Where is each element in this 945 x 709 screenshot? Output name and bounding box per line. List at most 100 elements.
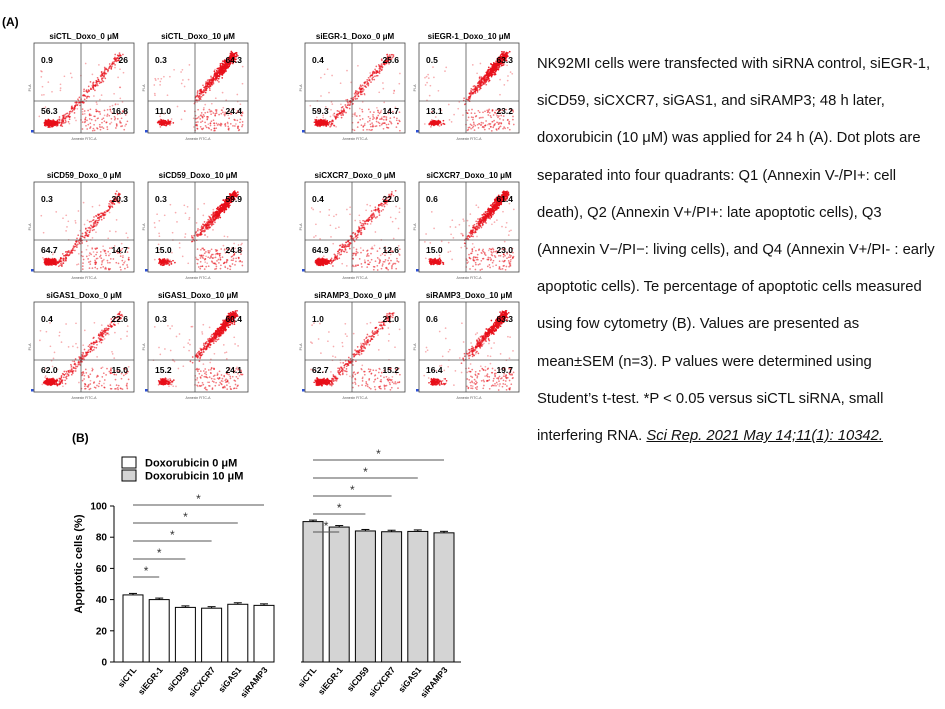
axis-label-y: PI-A	[299, 223, 303, 230]
quadrant-value: 20.3	[111, 194, 128, 204]
significance-star: *	[196, 492, 201, 506]
dot-plot: siEGR-1_Doxo_0 μM 0.4 25.6 59.3 14.7 Annexin …	[299, 32, 406, 141]
caption-text: NK92MI cells were transfected with siRNA…	[537, 56, 935, 445]
x-tick-label: siCXCR7	[186, 665, 217, 699]
axis-label-x: Annexin FITC-A	[186, 137, 212, 141]
y-tick-label: 100	[90, 502, 107, 513]
quadrant-value: 63.3	[496, 55, 513, 65]
x-tick-label: siGAS1	[396, 665, 423, 695]
axis-label-y: PI-A	[142, 223, 146, 230]
dot-cloud	[153, 50, 244, 132]
x-tick-label: siCD59	[165, 665, 191, 694]
x-tick-label: siEGR-1	[136, 665, 165, 697]
quadrant-value: 0.4	[312, 194, 324, 204]
x-tick-label: siRAMP3	[238, 665, 270, 700]
dot-cloud	[38, 52, 129, 132]
axis-label-y: PI-A	[28, 84, 32, 91]
x-tick-label: siRAMP3	[418, 665, 450, 700]
dot-cloud	[423, 50, 515, 132]
panel-b-label: (B)	[72, 431, 89, 445]
dot-plot-title: siCTL_Doxo_0 μM	[49, 32, 119, 41]
legend-label-0: Doxorubicin 0 μM	[145, 458, 237, 470]
bar	[122, 594, 144, 663]
dot-plot-title: siCD59_Doxo_0 μM	[47, 171, 122, 180]
bar	[253, 604, 275, 663]
dot-plot-title: siRAMP3_Doxo_0 μM	[314, 291, 396, 300]
bar	[227, 603, 249, 663]
dot-plot: siEGR-1_Doxo_10 μM 0.5 63.3 13.1 23.2 Annexin…	[413, 32, 520, 141]
gate-marker	[145, 269, 148, 272]
quadrant-value: 59.3	[312, 106, 329, 116]
bar	[407, 530, 429, 663]
quadrant-value: 0.4	[41, 314, 53, 324]
quadrant-value: 0.3	[155, 55, 167, 65]
quadrant-value: 1.0	[312, 314, 324, 324]
quadrant-value: 0.3	[155, 314, 167, 324]
quadrant-value: 24.4	[225, 106, 242, 116]
gate-marker	[302, 130, 305, 133]
axis-label-x: Annexin FITC-A	[72, 396, 98, 400]
axis-label-x: Annexin FITC-A	[343, 137, 369, 141]
citation-link[interactable]: Sci Rep. 2021 May 14;11(1): 10342.	[646, 428, 883, 445]
x-tick-label: siCXCR7	[366, 665, 397, 699]
quadrant-value: 64.7	[41, 245, 58, 255]
quadrant-value: 16.4	[426, 365, 443, 375]
quadrant-value: 59.9	[225, 194, 242, 204]
quadrant-value: 0.9	[41, 55, 53, 65]
dot-plot: siGAS1_Doxo_0 μM 0.4 22.6 62.0 15.0 Annexin F…	[28, 291, 135, 400]
dot-cloud	[310, 312, 401, 391]
gate-marker	[31, 130, 34, 133]
axis-label-y: PI-A	[28, 343, 32, 350]
dot-cloud	[40, 190, 130, 271]
bar	[302, 521, 324, 663]
dot-plot: siCTL_Doxo_10 μM 0.3 64.3 11.0 24.4 Annexin F…	[142, 32, 249, 141]
bar	[174, 606, 196, 663]
quadrant-value: 0.5	[426, 55, 438, 65]
legend-swatch-1	[121, 469, 137, 482]
axis-label-y: PI-A	[413, 84, 417, 91]
x-tick-label: siCD59	[345, 665, 371, 694]
significance-star: *	[337, 501, 342, 515]
bar	[433, 532, 455, 663]
quadrant-value: 14.7	[382, 106, 399, 116]
dot-plot-title: siEGR-1_Doxo_0 μM	[316, 32, 395, 41]
dot-plot-title: siCD59_Doxo_10 μM	[159, 171, 238, 180]
axis-label-x: Annexin FITC-A	[343, 396, 369, 400]
gate-marker	[416, 389, 419, 392]
bar	[328, 526, 350, 663]
quadrant-value: 22.0	[382, 194, 399, 204]
quadrant-value: 62.0	[41, 365, 58, 375]
axis-label-y: PI-A	[413, 223, 417, 230]
y-tick-label: 40	[96, 595, 108, 606]
quadrant-value: 0.6	[426, 194, 438, 204]
significance-star: *	[363, 465, 368, 479]
dot-plot-title: siCXCR7_Doxo_0 μM	[315, 171, 396, 180]
quadrant-value: 15.2	[382, 365, 399, 375]
significance-star: *	[144, 564, 149, 578]
quadrant-value: 56.3	[41, 106, 58, 116]
dot-plot: siCD59_Doxo_10 μM 0.3 59.9 15.0 24.8 Annexin …	[142, 171, 249, 280]
quadrant-value: 64.3	[225, 55, 242, 65]
significance-star: *	[157, 546, 162, 560]
bar	[381, 531, 403, 663]
dot-cloud	[153, 190, 244, 271]
quadrant-value: 12.6	[382, 245, 399, 255]
x-tick-label: siCTL	[116, 665, 139, 690]
axis-label-y: PI-A	[299, 343, 303, 350]
dot-plot: siCD59_Doxo_0 μM 0.3 20.3 64.7 14.7 Annexin F…	[28, 171, 135, 280]
axis-label-y: PI-A	[142, 84, 146, 91]
axis-label-x: Annexin FITC-A	[457, 276, 483, 280]
gate-marker	[145, 389, 148, 392]
dot-plot-title: siCTL_Doxo_10 μM	[161, 32, 235, 41]
gate-marker	[416, 130, 419, 133]
axis-label-y: PI-A	[299, 84, 303, 91]
quadrant-value: 24.1	[225, 365, 242, 375]
quadrant-value: 60.4	[225, 314, 242, 324]
quadrant-value: 15.0	[155, 245, 172, 255]
quadrant-value: 0.4	[312, 55, 324, 65]
apoptosis-bar-chart: (B) Doxorubicin 0 μM Doxorubicin 10 μM A…	[72, 431, 461, 700]
axis-label-x: Annexin FITC-A	[457, 396, 483, 400]
quadrant-value: 24.8	[225, 245, 242, 255]
dot-plot-title: siGAS1_Doxo_10 μM	[158, 291, 238, 300]
bar	[354, 530, 376, 663]
